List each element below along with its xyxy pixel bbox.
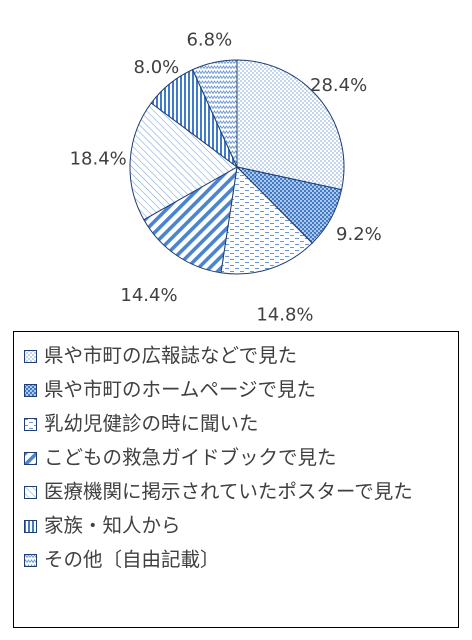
legend-swatch xyxy=(24,520,37,533)
legend-item: 家族・知人から xyxy=(24,512,450,540)
pie-slice xyxy=(191,59,238,168)
legend-label: 県や市町の広報誌などで見た xyxy=(44,344,298,367)
slice-value-label: 8.0% xyxy=(134,57,180,78)
legend-label: 県や市町のホームページで見た xyxy=(44,378,317,401)
slice-value-label: 18.4% xyxy=(70,148,127,169)
pie-chart: 28.4% 9.2% 14.8% 14.4% 18.4% 8.0% 6.8% xyxy=(70,29,382,325)
legend-swatch xyxy=(24,486,37,499)
legend-swatch xyxy=(24,418,37,431)
legend-item: こどもの救急ガイドブックで見た xyxy=(24,444,450,472)
pie-slices xyxy=(129,59,345,275)
pie-slice xyxy=(129,102,238,221)
slice-value-label: 9.2% xyxy=(336,224,382,245)
pie-slice xyxy=(220,165,313,275)
legend-label: こどもの救急ガイドブックで見た xyxy=(44,446,337,469)
legend-swatch xyxy=(24,554,37,567)
slice-value-label: 28.4% xyxy=(310,75,367,96)
legend-item: 県や市町の広報誌などで見た xyxy=(24,342,450,370)
legend-item: 乳幼児健診の時に聞いた xyxy=(24,410,450,438)
legend-label: 医療機関に掲示されていたポスターで見た xyxy=(44,480,413,503)
pie-labels: 28.4% 9.2% 14.8% 14.4% 18.4% 8.0% 6.8% xyxy=(70,29,382,325)
pie-slice xyxy=(236,59,345,191)
legend-swatch xyxy=(24,452,37,465)
slice-value-label: 6.8% xyxy=(186,29,232,50)
legend-swatch xyxy=(24,384,37,397)
pie-slice xyxy=(143,166,238,274)
legend-item: その他〔自由記載〕 xyxy=(24,546,450,574)
slice-value-label: 14.4% xyxy=(120,285,177,306)
legend-swatch xyxy=(24,350,37,363)
legend-item: 県や市町のホームページで見た xyxy=(24,376,450,404)
legend-item: 医療機関に掲示されていたポスターで見た xyxy=(24,478,450,506)
legend-label: 家族・知人から xyxy=(44,514,181,537)
legend: 県や市町の広報誌などで見た 県や市町のホームページで見た 乳幼児健診の時に聞いたこど… xyxy=(13,331,459,628)
legend-label: 乳幼児健診の時に聞いた xyxy=(44,412,259,435)
slice-value-label: 14.8% xyxy=(256,305,313,326)
legend-label: その他〔自由記載〕 xyxy=(44,548,220,571)
